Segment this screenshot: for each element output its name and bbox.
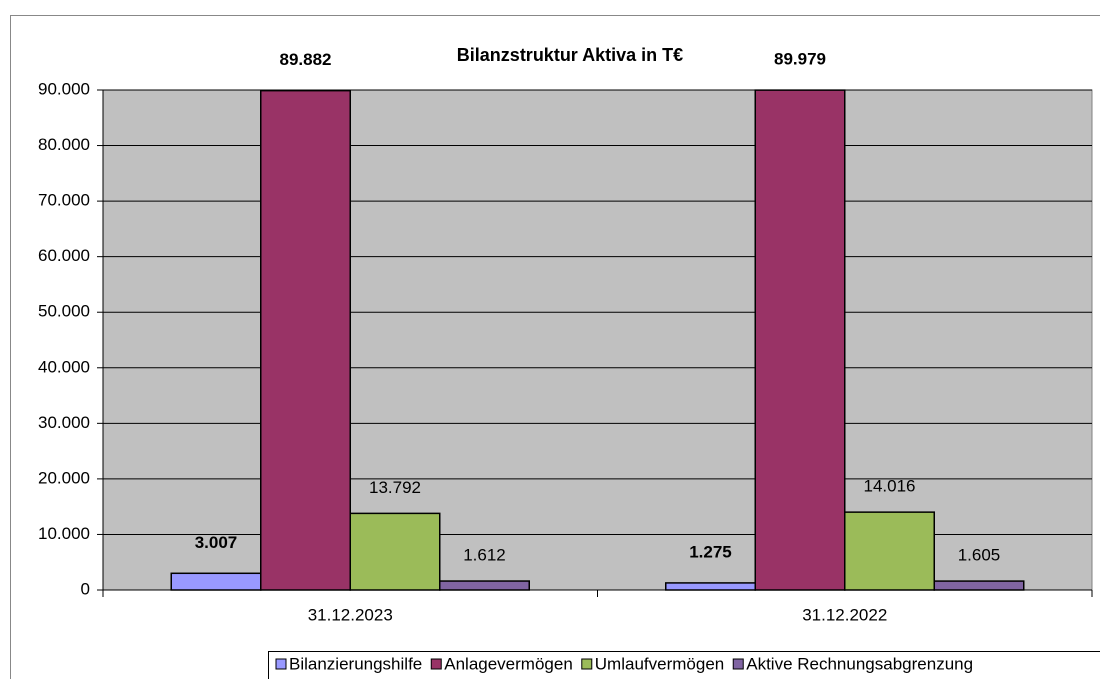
y-tick-label: 50.000 [38,302,90,321]
data-label: 1.605 [958,546,1001,565]
y-tick-label: 80.000 [38,135,90,154]
legend-label: Umlaufvermögen [595,654,724,673]
y-tick-label: 30.000 [38,413,90,432]
bar [754,89,846,591]
legend-swatch [430,658,442,670]
data-label: 89.882 [280,50,332,69]
x-tick-label: 31.12.2022 [802,605,887,624]
bar [349,512,441,591]
y-tick-label: 20.000 [38,468,90,487]
y-tick-label: 90.000 [38,79,90,98]
data-label: 13.792 [369,478,421,497]
chart-title: Bilanzstruktur Aktiva in T€ [457,45,683,65]
data-label: 1.612 [463,546,506,565]
legend-label: Bilanzierungshilfe [289,654,422,673]
legend-swatch [732,658,744,670]
legend-swatch [275,658,287,670]
legend-label: Anlagevermögen [444,654,573,673]
bar [260,89,351,591]
y-tick-label: 10.000 [38,524,90,543]
y-tick-label: 40.000 [38,357,90,376]
data-label: 89.979 [774,50,826,69]
bar [665,582,756,591]
bar [439,580,530,591]
bar [170,572,262,591]
plot-area [102,89,1093,591]
y-tick-label: 60.000 [38,246,90,265]
x-tick-label: 31.12.2023 [308,605,393,624]
bar [844,511,935,591]
bar [933,580,1025,591]
legend-label: Aktive Rechnungsabgrenzung [746,654,973,673]
data-label: 1.275 [689,542,732,561]
legend-swatch [581,658,593,670]
y-tick-label: 0 [81,579,90,598]
legend-box [268,651,1100,679]
data-label: 3.007 [195,533,238,552]
data-label: 14.016 [864,477,916,496]
y-tick-label: 70.000 [38,191,90,210]
